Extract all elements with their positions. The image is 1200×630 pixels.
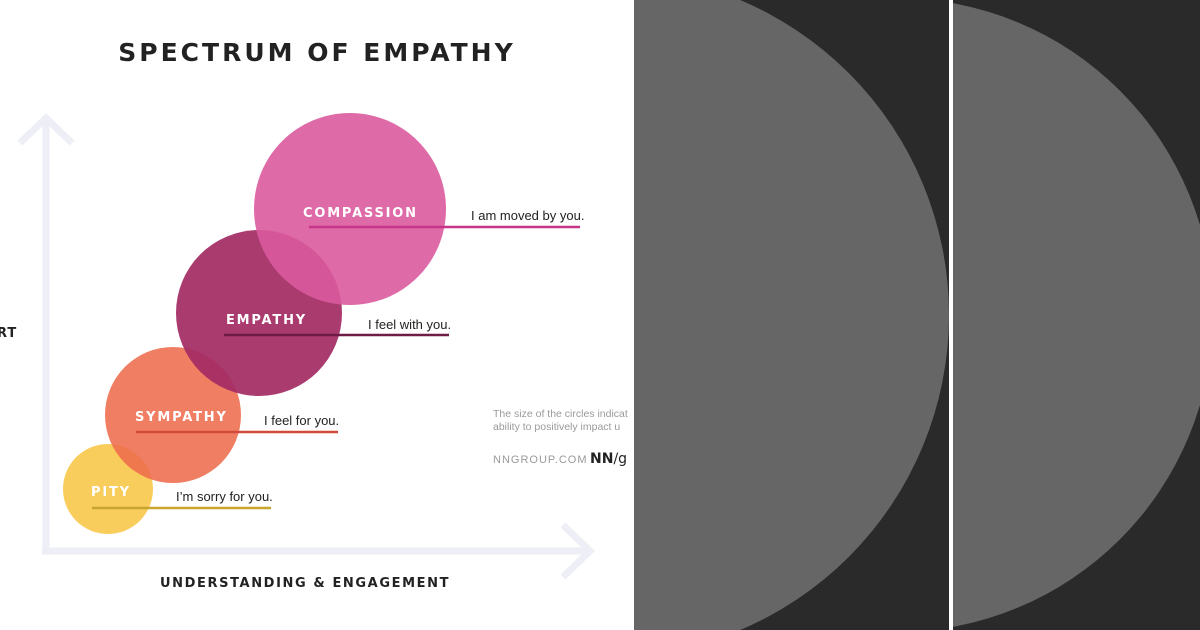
grey-disc-right xyxy=(953,3,1200,627)
dark-panel-left xyxy=(634,0,949,630)
logo-main: NN xyxy=(590,451,614,467)
panel-divider xyxy=(949,0,953,630)
stage-circles xyxy=(63,113,446,534)
sympathy-circle xyxy=(105,347,241,483)
diagram-graphic xyxy=(17,113,596,580)
x-axis-label: UNDERSTANDING & ENGAGEMENT xyxy=(160,576,451,591)
site-url: NNGROUP.COM xyxy=(493,454,588,466)
compassion-phrase: I am moved by you. xyxy=(471,208,585,223)
x-axis-arrow-head xyxy=(560,522,596,580)
diagram-title: SPECTRUM OF EMPATHY xyxy=(118,38,516,67)
note-line-1: The size of the circles indicat xyxy=(493,408,628,420)
pity-phrase: I’m sorry for you. xyxy=(176,489,273,504)
logo-slash: /g xyxy=(613,451,628,467)
sympathy-label: SYMPATHY xyxy=(135,410,228,425)
circle-size-note: The size of the circles indicat ability … xyxy=(493,408,628,434)
sympathy-phrase: I feel for you. xyxy=(264,413,340,428)
nng-logo: NN/g xyxy=(590,451,627,467)
grey-disc-left xyxy=(634,0,949,630)
empathy-phrase: I feel with you. xyxy=(368,317,452,332)
y-axis-arrow-head xyxy=(17,113,75,146)
axes xyxy=(17,113,596,580)
stage-underlines xyxy=(92,225,580,510)
pity-label: PITY xyxy=(91,485,131,500)
y-axis-label: RT xyxy=(0,326,18,341)
compassion-label: COMPASSION xyxy=(303,206,418,221)
compassion-circle xyxy=(254,113,446,305)
empathy-diagram: SPECTRUM OF EMPATHY RT UNDERSTANDING & E… xyxy=(0,38,628,591)
note-line-2: ability to positively impact u xyxy=(493,421,621,433)
empathy-label: EMPATHY xyxy=(226,313,307,328)
dark-panel-right xyxy=(953,0,1200,630)
